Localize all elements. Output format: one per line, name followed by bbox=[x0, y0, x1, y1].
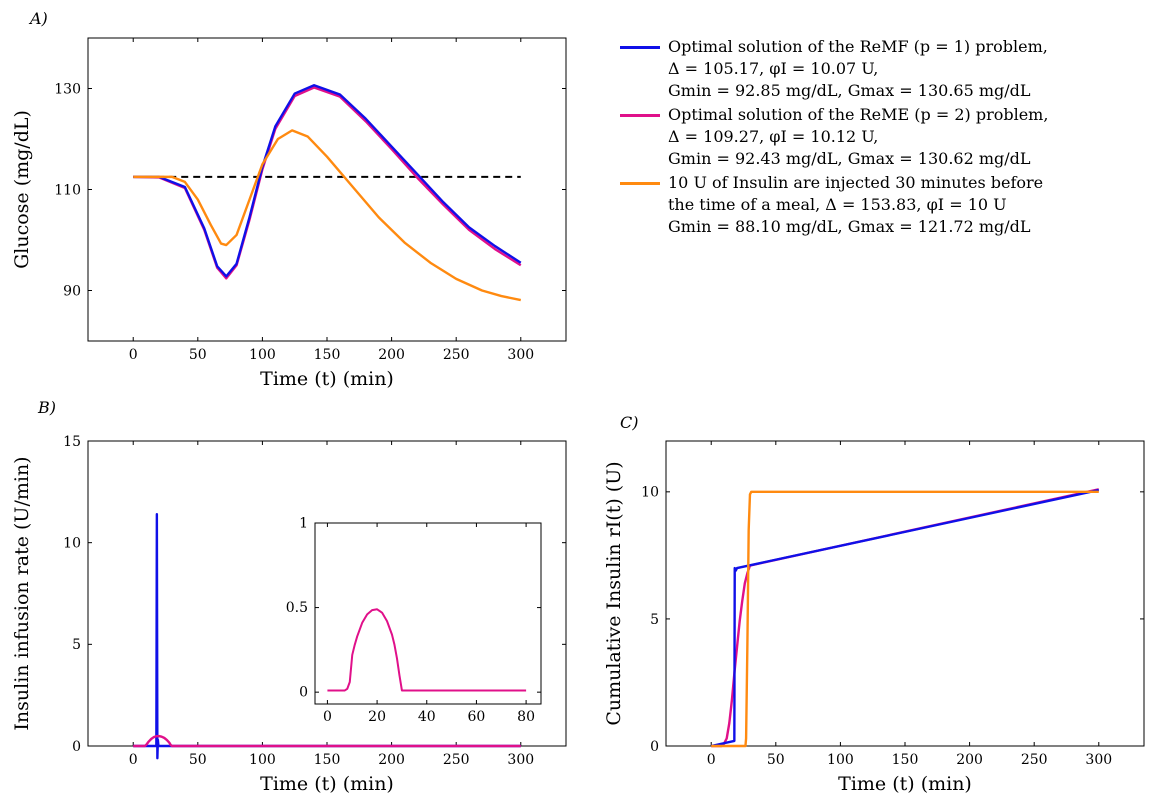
series-line bbox=[711, 492, 1099, 746]
x-axis-label: Time (t) (min) bbox=[260, 773, 394, 795]
legend-swatch-reme bbox=[620, 114, 660, 117]
series-line bbox=[133, 85, 521, 276]
y-tick-label: 10 bbox=[641, 485, 659, 501]
legend-text: Optimal solution of the ReMF (p = 1) pro… bbox=[668, 36, 1160, 58]
x-tick-label: 0 bbox=[129, 347, 138, 363]
panel-label-b: B) bbox=[37, 398, 56, 417]
x-tick-label: 250 bbox=[443, 347, 470, 363]
x-tick-label: 50 bbox=[189, 347, 207, 363]
x-tick-label: 200 bbox=[378, 347, 405, 363]
x-tick-label: 0 bbox=[707, 752, 716, 768]
x-axis-label: Time (t) (min) bbox=[838, 773, 972, 795]
y-axis-label: Cumulative Insulin rI(t) (U) bbox=[603, 461, 625, 725]
legend-item-remf: Optimal solution of the ReMF (p = 1) pro… bbox=[620, 36, 1160, 102]
legend-text: 10 U of Insulin are injected 30 minutes … bbox=[668, 172, 1160, 194]
x-tick-label: 150 bbox=[314, 752, 341, 768]
x-tick-label: 0 bbox=[323, 709, 332, 725]
x-tick-label: 0 bbox=[129, 752, 138, 768]
legend-text: Gmin = 92.85 mg/dL, Gmax = 130.65 mg/dL bbox=[668, 80, 1160, 102]
legend-text: Gmin = 92.43 mg/dL, Gmax = 130.62 mg/dL bbox=[668, 148, 1160, 170]
y-tick-label: 5 bbox=[650, 612, 659, 628]
y-axis-label: Insulin infusion rate (U/min) bbox=[11, 456, 33, 730]
legend-text: the time of a meal, Δ = 153.83, φI = 10 … bbox=[668, 194, 1160, 216]
legend-text: Δ = 105.17, φI = 10.07 U, bbox=[668, 58, 1160, 80]
y-tick-label: 10 bbox=[63, 536, 81, 552]
x-tick-label: 20 bbox=[368, 709, 386, 725]
y-tick-label: 15 bbox=[63, 434, 81, 450]
x-tick-label: 150 bbox=[892, 752, 919, 768]
x-tick-label: 300 bbox=[1085, 752, 1112, 768]
x-tick-label: 50 bbox=[189, 752, 207, 768]
x-tick-label: 300 bbox=[507, 347, 534, 363]
x-tick-label: 100 bbox=[249, 347, 276, 363]
y-tick-label: 0.5 bbox=[286, 600, 308, 616]
plot-frame bbox=[88, 38, 566, 341]
x-tick-label: 50 bbox=[767, 752, 785, 768]
y-tick-label: 110 bbox=[54, 182, 81, 198]
series-line bbox=[133, 130, 521, 300]
y-tick-label: 90 bbox=[63, 283, 81, 299]
legend-item-reme: Optimal solution of the ReME (p = 2) pro… bbox=[620, 104, 1160, 170]
x-tick-label: 200 bbox=[956, 752, 983, 768]
panel-label-c: C) bbox=[620, 413, 638, 432]
x-axis-label: Time (t) (min) bbox=[260, 368, 394, 390]
y-axis-label: Glucose (mg/dL) bbox=[11, 110, 33, 269]
y-tick-label: 0 bbox=[650, 739, 659, 755]
y-tick-label: 130 bbox=[54, 81, 81, 97]
legend-swatch-injection bbox=[620, 182, 660, 185]
y-tick-label: 1 bbox=[299, 516, 308, 532]
x-tick-label: 60 bbox=[468, 709, 486, 725]
legend-text: Optimal solution of the ReME (p = 2) pro… bbox=[668, 104, 1160, 126]
x-tick-label: 80 bbox=[517, 709, 535, 725]
x-tick-label: 300 bbox=[507, 752, 534, 768]
x-tick-label: 250 bbox=[443, 752, 470, 768]
series-line bbox=[133, 87, 521, 278]
series-line bbox=[711, 490, 1099, 746]
plot-frame bbox=[666, 441, 1144, 746]
x-tick-label: 150 bbox=[314, 347, 341, 363]
legend-text: Δ = 109.27, φI = 10.12 U, bbox=[668, 126, 1160, 148]
legend-swatch-remf bbox=[620, 46, 660, 49]
cumulative-insulin-chart: 0 50 100 150 200 250 300 0 5 10 Time (t) (min) Cumu… bbox=[603, 441, 1144, 795]
y-tick-label: 0 bbox=[72, 739, 81, 755]
legend: Optimal solution of the ReMF (p = 1) pro… bbox=[620, 36, 1160, 240]
legend-item-injection: 10 U of Insulin are injected 30 minutes … bbox=[620, 172, 1160, 238]
legend-text: Gmin = 88.10 mg/dL, Gmax = 121.72 mg/dL bbox=[668, 216, 1160, 238]
plot-frame bbox=[315, 523, 541, 704]
y-tick-label: 0 bbox=[299, 685, 308, 701]
x-tick-label: 200 bbox=[378, 752, 405, 768]
glucose-chart: 0 50 100 150 200 250 300 90 110 130 Time (t) (min)… bbox=[11, 38, 566, 390]
series-line bbox=[327, 609, 526, 690]
series-line bbox=[711, 489, 1099, 746]
y-tick-label: 5 bbox=[72, 637, 81, 653]
x-tick-label: 100 bbox=[249, 752, 276, 768]
x-tick-label: 40 bbox=[418, 709, 436, 725]
panel-label-a: A) bbox=[28, 9, 48, 28]
insulin-rate-inset-chart: 0 20 40 60 80 0 0.5 1 bbox=[286, 516, 541, 725]
x-tick-label: 100 bbox=[827, 752, 854, 768]
x-tick-label: 250 bbox=[1021, 752, 1048, 768]
